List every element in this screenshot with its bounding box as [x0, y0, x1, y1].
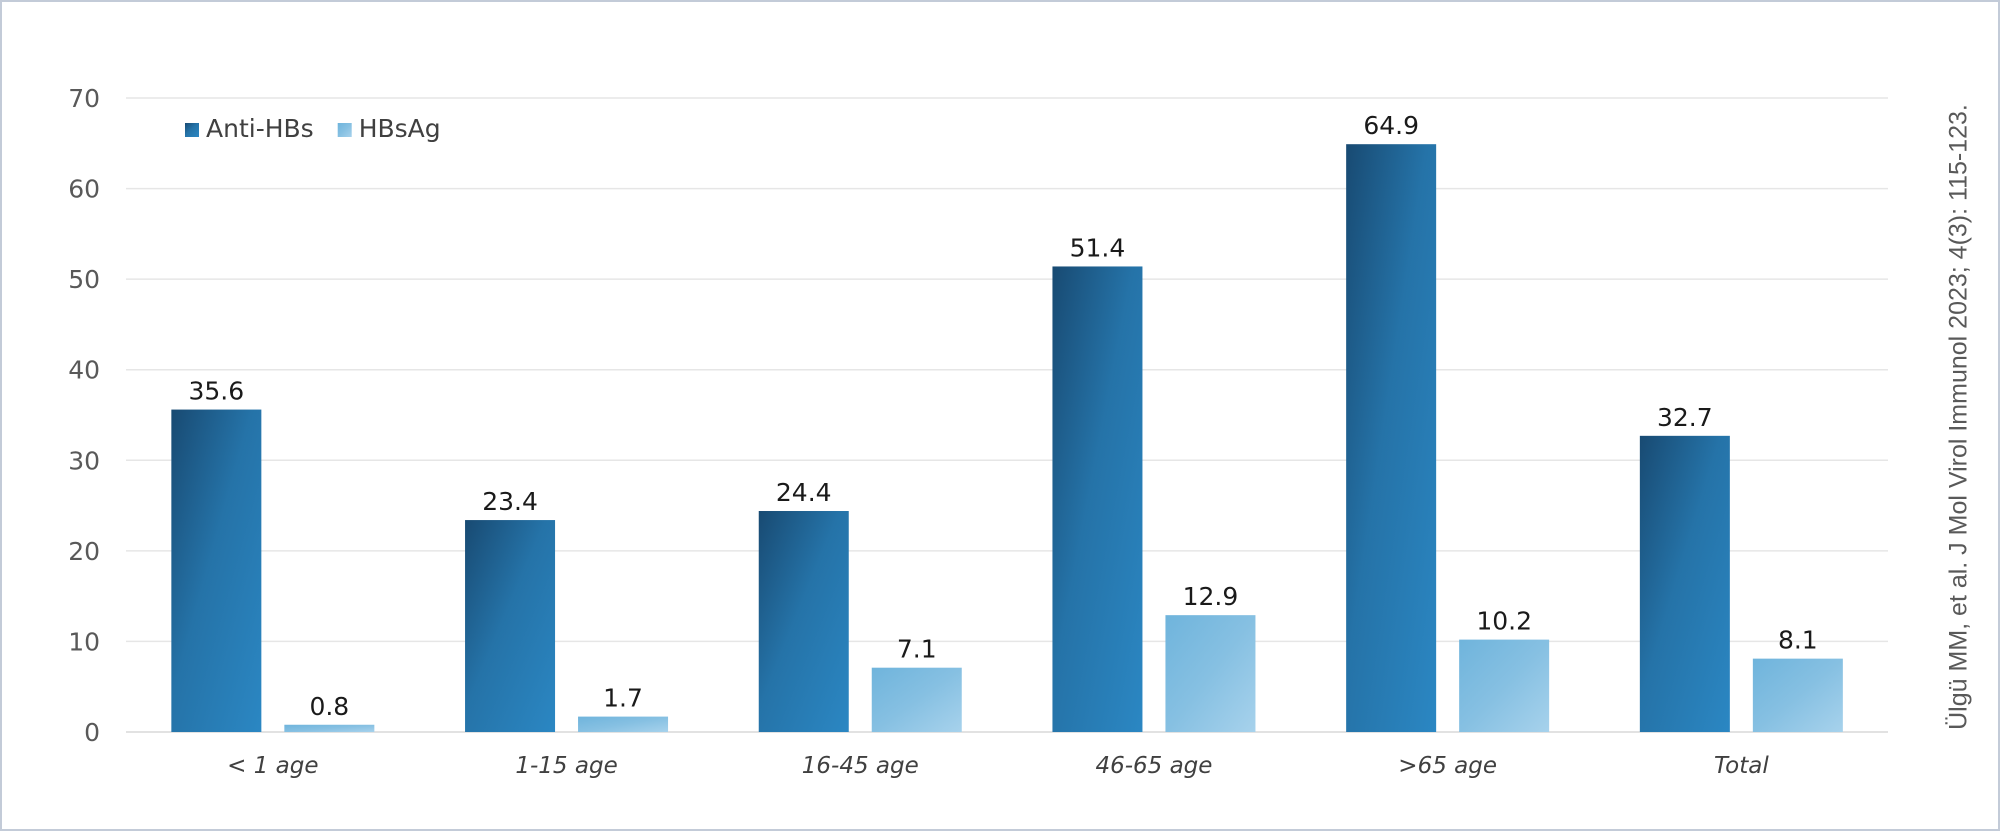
data-label: 24.4	[776, 478, 832, 507]
y-tick-label: 60	[68, 175, 100, 204]
x-tick-label: Total	[1714, 753, 1769, 779]
legend-label: HBsAg	[359, 114, 441, 143]
y-tick-label: 40	[68, 356, 100, 385]
legend-swatch	[337, 123, 352, 137]
legend: Anti-HBs HBsAg	[185, 114, 441, 143]
y-tick-label: 30	[68, 446, 100, 475]
citation: Ülgü MM, et al. J Mol Virol Immunol 2023…	[1944, 104, 1973, 730]
y-tick-label: 0	[84, 718, 100, 747]
legend-swatch	[185, 123, 199, 137]
data-label: 51.4	[1070, 233, 1126, 262]
bar-anti-hbs	[1639, 435, 1730, 732]
bar-anti-hbs	[465, 520, 556, 732]
data-label: 32.7	[1657, 403, 1713, 432]
data-label: 1.7	[603, 684, 643, 713]
bar-hbsag	[578, 716, 669, 732]
y-tick-label: 20	[68, 537, 100, 566]
data-label: 7.1	[897, 635, 937, 664]
bar-anti-hbs	[758, 511, 849, 732]
x-tick-label: 16-45 age	[802, 753, 919, 779]
data-label: 64.9	[1363, 111, 1419, 140]
bar-anti-hbs	[1346, 144, 1437, 733]
data-label: 12.9	[1183, 582, 1239, 611]
data-label: 0.8	[309, 692, 349, 721]
y-axis: 0 10 20 30 40 50 60 70	[68, 84, 100, 747]
x-tick-label: >65 age	[1398, 753, 1497, 779]
x-axis: < 1 age 1-15 age 16-45 age 46-65 age >65 age…	[227, 753, 1769, 779]
bar-hbsag	[1459, 639, 1550, 732]
bar-hbsag	[1165, 615, 1256, 732]
data-label: 35.6	[189, 377, 245, 406]
legend-label: Anti-HBs	[206, 114, 314, 143]
x-tick-label: < 1 age	[227, 753, 318, 779]
gridlines	[126, 97, 1888, 733]
y-tick-label: 50	[68, 265, 100, 294]
y-tick-label: 70	[68, 84, 100, 113]
bar-hbsag	[1752, 658, 1843, 732]
data-label: 8.1	[1778, 626, 1818, 655]
bar-hbsag	[284, 724, 375, 732]
data-labels: 35.6 0.8 23.4 1.7 24.4 7.1 51.4 12.9 64.9 10.2 32.…	[189, 111, 1818, 721]
bars	[171, 144, 1843, 733]
y-tick-label: 10	[68, 627, 100, 656]
data-label: 10.2	[1476, 607, 1532, 636]
x-tick-label: 1-15 age	[515, 753, 617, 779]
x-tick-label: 46-65 age	[1095, 753, 1212, 779]
bar-hbsag	[871, 667, 962, 732]
bar-anti-hbs	[171, 409, 262, 732]
data-label: 23.4	[482, 487, 538, 516]
bar-anti-hbs	[1052, 266, 1143, 732]
